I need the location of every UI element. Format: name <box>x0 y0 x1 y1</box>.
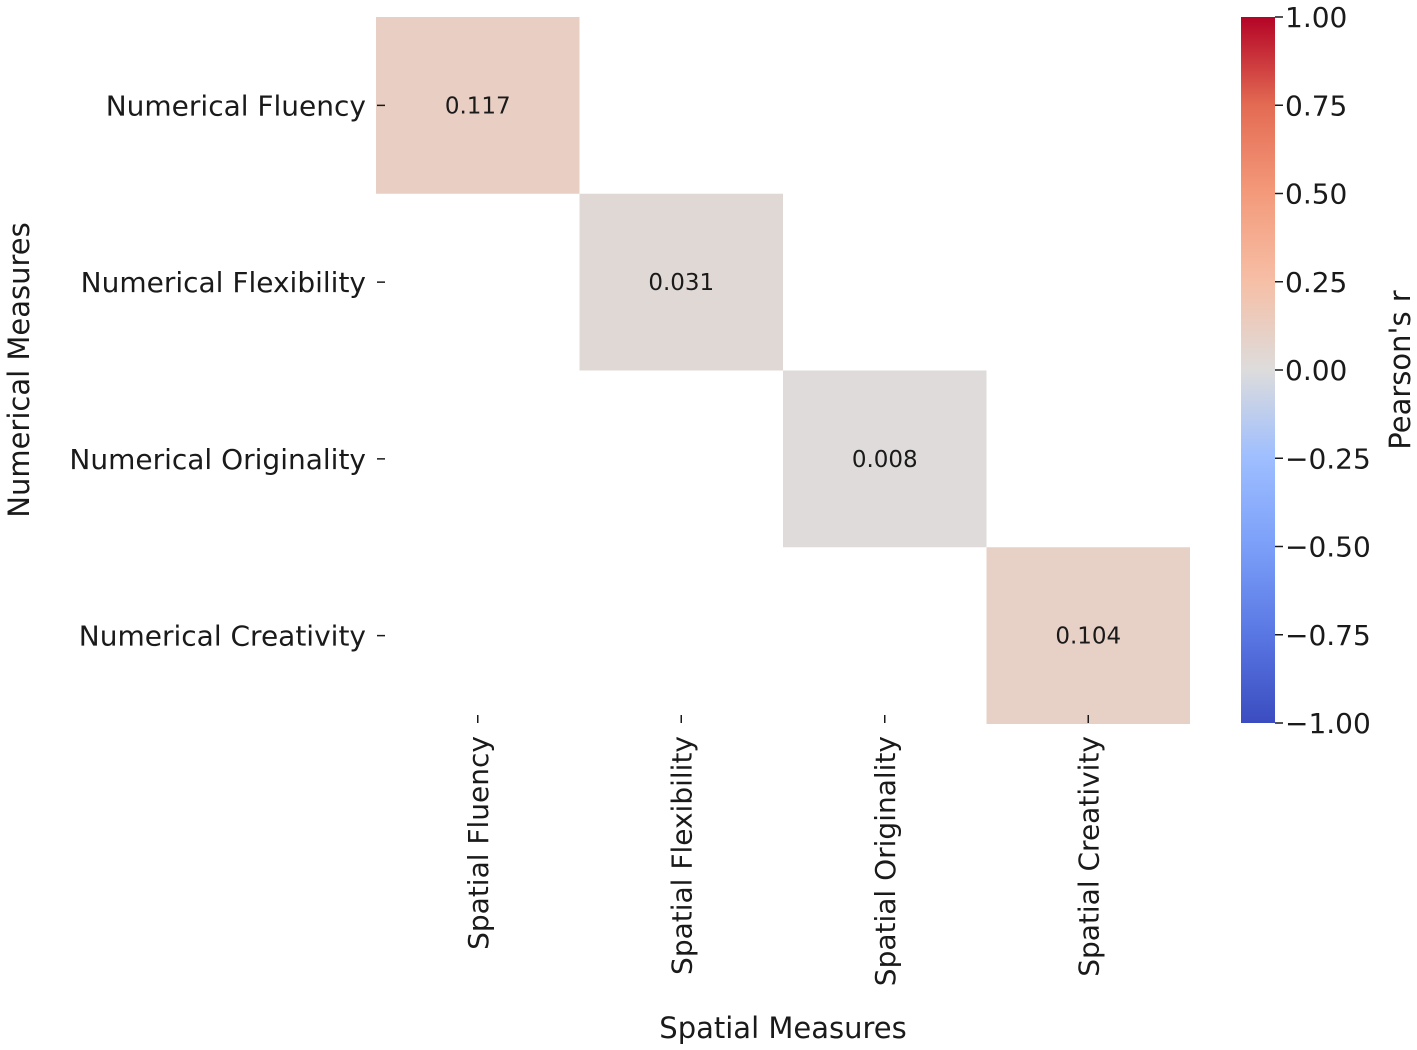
colorbar-tick-label: −0.25 <box>1285 442 1371 475</box>
cell-value-label: 0.104 <box>1055 624 1121 650</box>
y-axis-ticks: Numerical Fluency Numerical Flexibility Nu… <box>69 89 385 653</box>
colorbar-tick-label: 0.75 <box>1285 89 1347 122</box>
y-tick-label: Numerical Fluency <box>106 89 366 122</box>
x-tick-label: Spatial Flexibility <box>665 736 698 975</box>
colorbar-tick-label: 0.50 <box>1285 178 1347 211</box>
colorbar-ticks: 1.00 0.75 0.50 0.25 0.00 −0.25 −0.50 −0.75 −1.00 <box>1275 1 1371 740</box>
y-axis-label: Numerical Measures <box>2 222 36 518</box>
colorbar-tick-label: 0.25 <box>1285 266 1347 299</box>
cell-value-label: 0.031 <box>648 270 714 296</box>
x-tick-label: Spatial Creativity <box>1072 736 1105 977</box>
cell-value-label: 0.008 <box>852 447 918 473</box>
colorbar-tick-label: −0.50 <box>1285 531 1371 564</box>
y-tick-label: Numerical Originality <box>69 443 366 476</box>
heatmap-cell <box>783 370 987 548</box>
colorbar-tick-label: 1.00 <box>1285 1 1347 34</box>
cell-value-label: 0.117 <box>445 93 511 119</box>
colorbar-tick-label: 0.00 <box>1285 354 1347 387</box>
colorbar-tick-label: −1.00 <box>1285 707 1371 740</box>
heatmap-cell <box>579 193 783 371</box>
heatmap-cells: 0.117 0.031 0.008 0.104 <box>376 17 1190 724</box>
x-axis-ticks: Spatial Fluency Spatial Flexibility Spatia… <box>462 715 1105 986</box>
x-tick-label: Spatial Originality <box>869 736 902 986</box>
heatmap-cell <box>986 547 1190 724</box>
x-axis-label: Spatial Measures <box>659 1011 906 1045</box>
y-tick-label: Numerical Flexibility <box>81 266 366 299</box>
colorbar-tick-label: −0.75 <box>1285 619 1371 652</box>
colorbar-label: Pearson's r <box>1383 290 1417 450</box>
y-tick-label: Numerical Creativity <box>79 620 366 653</box>
heatmap-cell <box>376 17 580 194</box>
x-tick-label: Spatial Fluency <box>462 736 495 950</box>
colorbar <box>1241 17 1275 723</box>
